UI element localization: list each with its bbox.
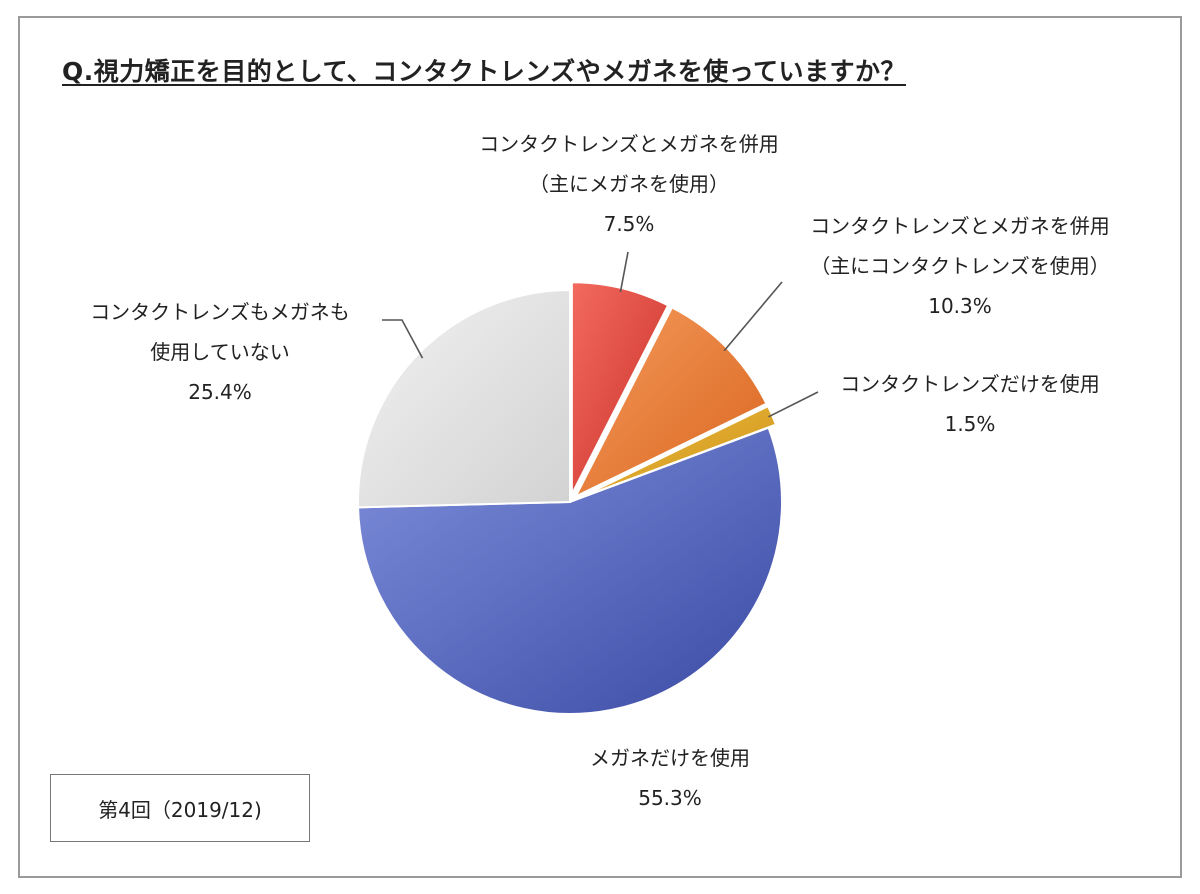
leader-mainly-glasses bbox=[619, 251, 629, 293]
slice-label-mainly-contacts: コンタクトレンズとメガネを併用 （主にコンタクトレンズを使用） 10.3% bbox=[810, 214, 1110, 318]
slice-glasses-only bbox=[357, 426, 783, 715]
chart-title: Q.視力矯正を目的として、コンタクトレンズやメガネを使っていますか？ bbox=[62, 57, 907, 86]
slice-label-glasses-only: メガネだけを使用 55.3% bbox=[590, 746, 750, 810]
survey-round-label: 第4回（2019/12) bbox=[50, 774, 310, 842]
leader-neither bbox=[382, 319, 424, 359]
leader-mainly-contacts bbox=[723, 281, 783, 352]
slice-label-neither: コンタクトレンズもメガネも 使用していない 25.4% bbox=[90, 300, 350, 404]
slice-label-contacts-only: コンタクトレンズだけを使用 1.5% bbox=[840, 372, 1100, 436]
leader-contacts-only bbox=[768, 391, 819, 418]
slice-neither bbox=[357, 288, 571, 509]
slice-label-mainly-glasses: コンタクトレンズとメガネを併用 （主にメガネを使用） 7.5% bbox=[479, 132, 779, 236]
